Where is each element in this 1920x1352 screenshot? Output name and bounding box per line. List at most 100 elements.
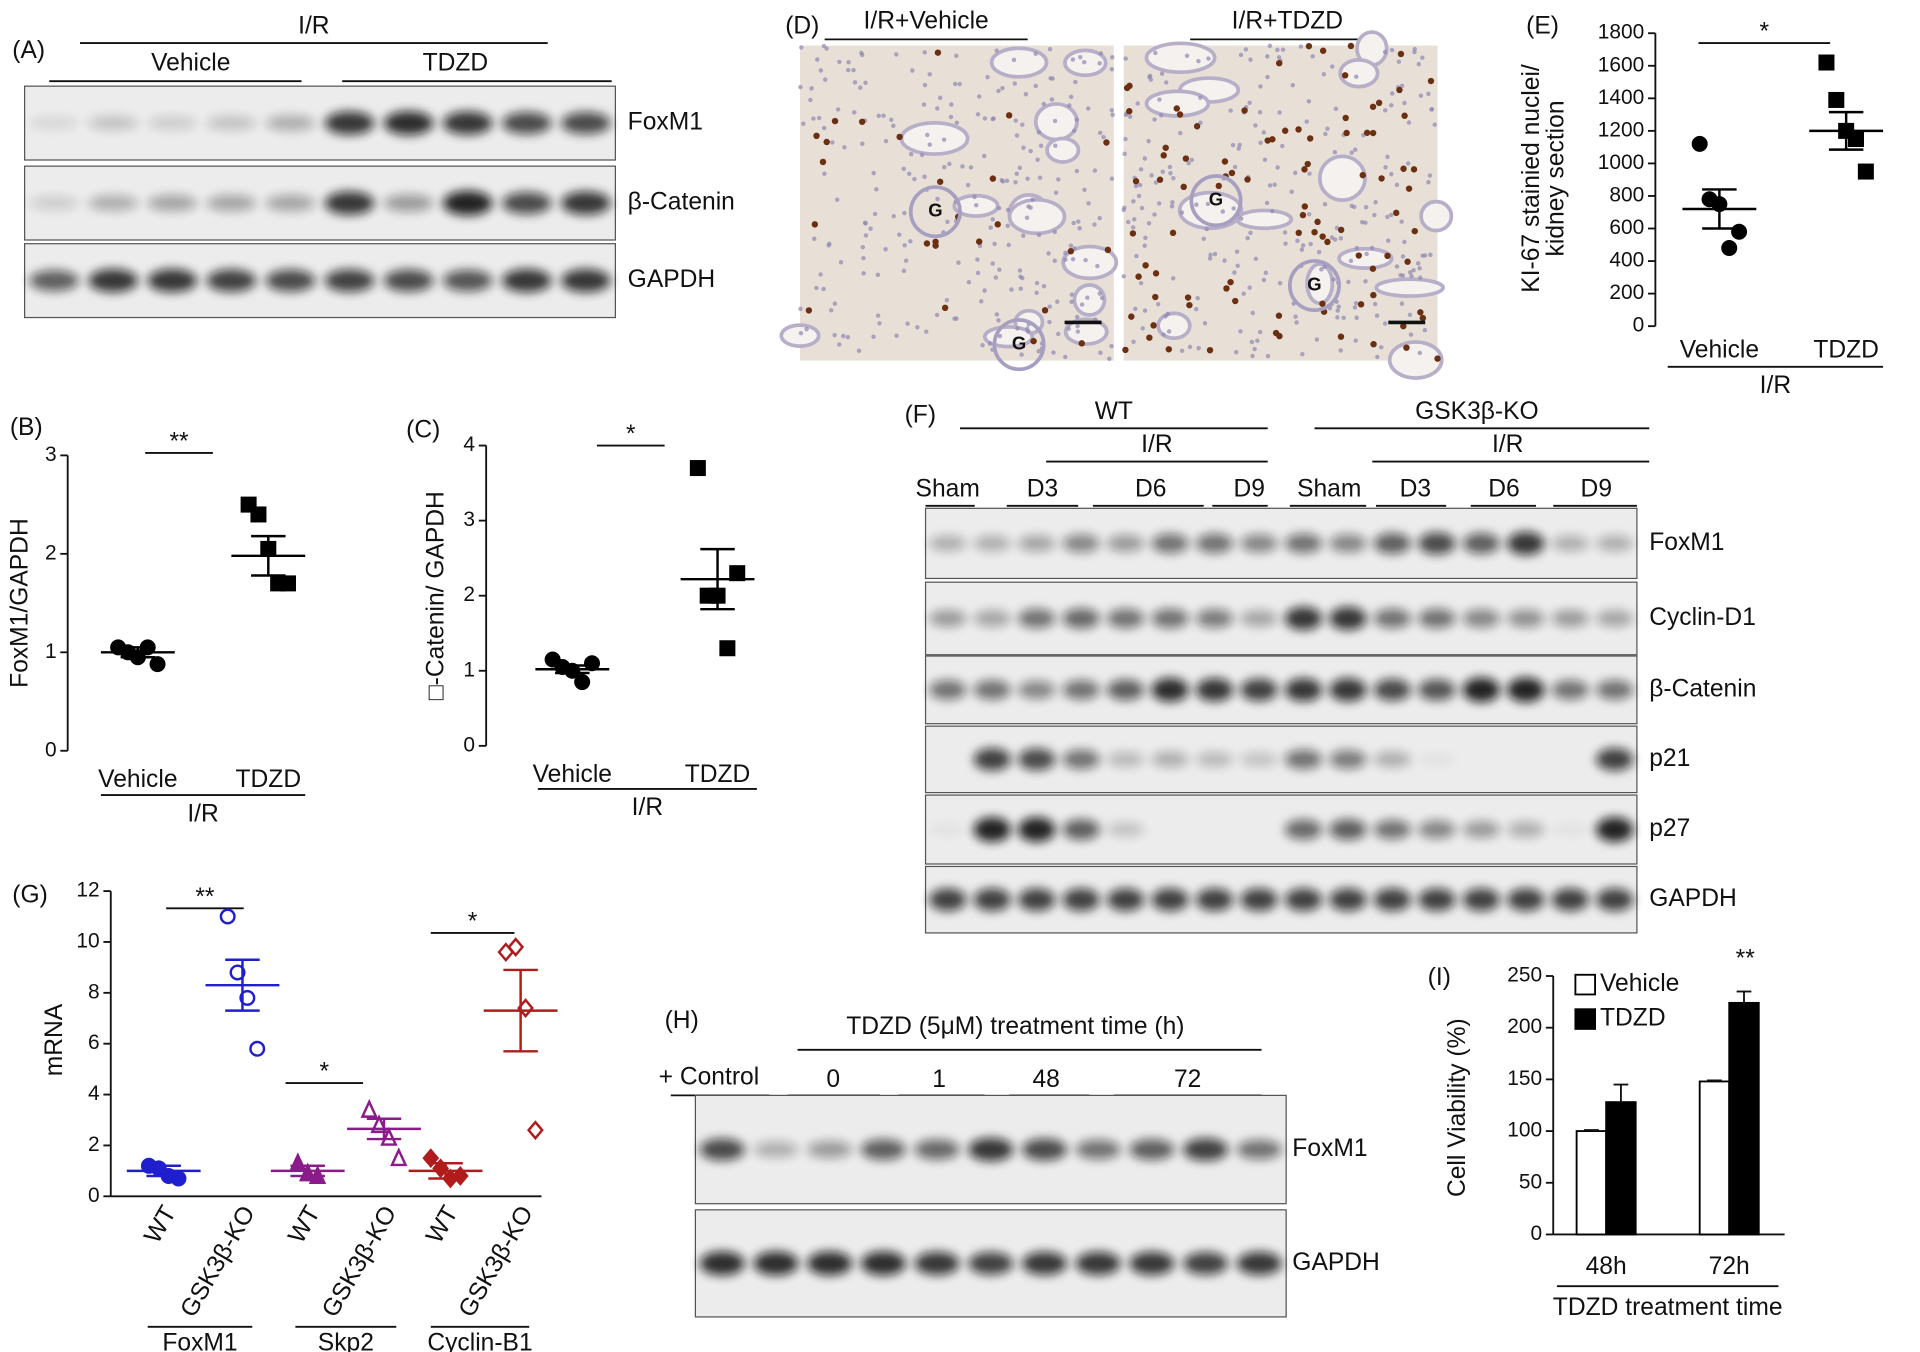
glomerulus-label: G bbox=[928, 200, 942, 221]
nucleus bbox=[1261, 277, 1267, 283]
blot-band bbox=[1195, 751, 1234, 768]
lane-label: Vehicle bbox=[151, 49, 230, 76]
blot-band bbox=[88, 115, 139, 131]
nucleus bbox=[1280, 143, 1285, 149]
lane-label: I/R bbox=[298, 13, 329, 40]
nucleus bbox=[1138, 280, 1144, 286]
nucleus bbox=[1147, 73, 1153, 79]
group-label: I/R bbox=[1760, 372, 1791, 399]
lane-label: 1 bbox=[932, 1066, 946, 1093]
nucleus bbox=[1137, 182, 1143, 188]
tubule bbox=[1387, 340, 1444, 380]
nucleus bbox=[987, 341, 993, 346]
glomerulus bbox=[1288, 259, 1341, 312]
ki67-nucleus bbox=[1393, 209, 1400, 217]
nucleus bbox=[1382, 321, 1388, 326]
nucleus bbox=[905, 321, 910, 326]
nucleus bbox=[1352, 305, 1358, 310]
nucleus bbox=[830, 140, 835, 145]
blot-band bbox=[1462, 532, 1500, 554]
nucleus bbox=[1135, 101, 1140, 106]
y-tick-label: 200 bbox=[1609, 281, 1644, 304]
blot-band bbox=[1507, 821, 1545, 838]
blot-band bbox=[968, 1137, 1014, 1162]
nucleus bbox=[1310, 54, 1315, 59]
blot-row-label: FoxM1 bbox=[1292, 1135, 1367, 1162]
blot-band bbox=[1551, 888, 1589, 912]
nucleus bbox=[912, 176, 917, 182]
nucleus bbox=[1402, 239, 1407, 245]
nucleus bbox=[1033, 51, 1038, 56]
nucleus bbox=[1422, 253, 1428, 258]
blot-band bbox=[561, 191, 611, 215]
nucleus bbox=[1336, 304, 1341, 309]
nucleus bbox=[1036, 349, 1041, 354]
blot-band bbox=[1329, 888, 1367, 912]
nucleus bbox=[1034, 280, 1040, 286]
nucleus bbox=[1170, 200, 1175, 205]
nucleus bbox=[1233, 349, 1239, 355]
nucleus bbox=[1023, 92, 1029, 97]
nucleus bbox=[1028, 205, 1033, 210]
y-axis-label: □-Catenin/ GAPDH bbox=[422, 491, 449, 700]
blot-band bbox=[501, 268, 552, 293]
nucleus bbox=[1085, 106, 1091, 111]
nucleus bbox=[1053, 143, 1058, 148]
nucleus bbox=[979, 299, 984, 304]
nucleus bbox=[1085, 295, 1090, 300]
ki67-nucleus bbox=[1411, 227, 1418, 235]
ki67-nucleus bbox=[1400, 165, 1407, 172]
ki67-nucleus bbox=[1272, 329, 1280, 337]
nucleus bbox=[1408, 332, 1414, 337]
data-point bbox=[149, 656, 166, 673]
nucleus bbox=[1322, 264, 1327, 270]
blot-band bbox=[29, 116, 79, 130]
blot-band bbox=[1021, 1138, 1068, 1161]
glomerulus bbox=[908, 185, 962, 239]
nucleus bbox=[977, 94, 982, 99]
nucleus bbox=[1247, 100, 1252, 106]
data-point bbox=[170, 1170, 187, 1187]
ki67-nucleus bbox=[1384, 252, 1391, 260]
ki67-nucleus bbox=[994, 221, 1001, 228]
blot-band bbox=[1507, 888, 1545, 912]
ki67-nucleus bbox=[1269, 136, 1276, 143]
blot-band bbox=[501, 112, 552, 135]
x-tick-label: Vehicle bbox=[533, 761, 612, 788]
nucleus bbox=[994, 48, 999, 53]
nucleus bbox=[996, 318, 1001, 323]
nucleus bbox=[974, 202, 979, 208]
nucleus bbox=[1335, 308, 1340, 313]
ki67-nucleus bbox=[1165, 346, 1173, 353]
nucleus bbox=[1319, 267, 1324, 272]
nucleus bbox=[860, 141, 865, 146]
ki67-nucleus bbox=[1369, 103, 1377, 110]
data-point bbox=[249, 1040, 266, 1057]
nucleus bbox=[927, 142, 932, 147]
ki67-nucleus bbox=[1403, 344, 1410, 351]
nucleus bbox=[1304, 119, 1309, 124]
ki67-nucleus bbox=[1103, 139, 1110, 146]
data-point bbox=[729, 565, 746, 582]
nucleus bbox=[908, 239, 913, 244]
nucleus bbox=[954, 120, 960, 125]
nucleus bbox=[1068, 243, 1074, 248]
group-label: Skp2 bbox=[318, 1329, 374, 1352]
ki67-nucleus bbox=[1337, 333, 1345, 340]
blot-band bbox=[442, 190, 493, 216]
ki67-nucleus bbox=[1123, 84, 1131, 92]
nucleus bbox=[1196, 346, 1201, 351]
x-tick-label: WT bbox=[283, 1201, 326, 1248]
data-point bbox=[527, 1120, 544, 1141]
nucleus bbox=[1098, 350, 1103, 355]
ki67-nucleus bbox=[1375, 99, 1383, 107]
nucleus bbox=[894, 52, 899, 57]
ki67-nucleus bbox=[936, 178, 944, 185]
x-tick-label: WT bbox=[421, 1201, 464, 1248]
ki67-nucleus bbox=[1128, 313, 1135, 320]
y-tick-label: 1600 bbox=[1598, 53, 1645, 76]
blot-row-label: GAPDH bbox=[1292, 1249, 1380, 1276]
blot-band bbox=[1106, 888, 1145, 912]
ki67-nucleus bbox=[1305, 42, 1313, 50]
